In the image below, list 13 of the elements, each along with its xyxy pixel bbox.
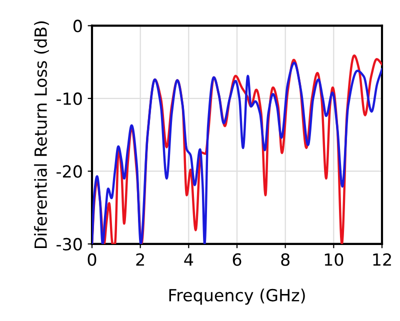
x-tick-label: 8 — [281, 253, 290, 266]
y-axis-title: Diferential Return Loss (dB) — [34, 21, 49, 248]
y-tick-label: -10 — [56, 92, 82, 106]
x-tick-label: 10 — [324, 253, 344, 266]
x-tick-label: 0 — [88, 253, 96, 266]
x-tick-label: 2 — [136, 253, 144, 266]
y-tick-label: -30 — [56, 238, 82, 251]
y-tick-label: 0 — [73, 20, 82, 32]
x-axis-title: Frequency (GHz) — [169, 288, 305, 305]
x-tick-label: 6 — [232, 253, 242, 266]
y-tick-label: -20 — [56, 165, 82, 178]
x-tick-label: 12 — [373, 253, 391, 266]
x-tick-label: 4 — [184, 254, 194, 266]
